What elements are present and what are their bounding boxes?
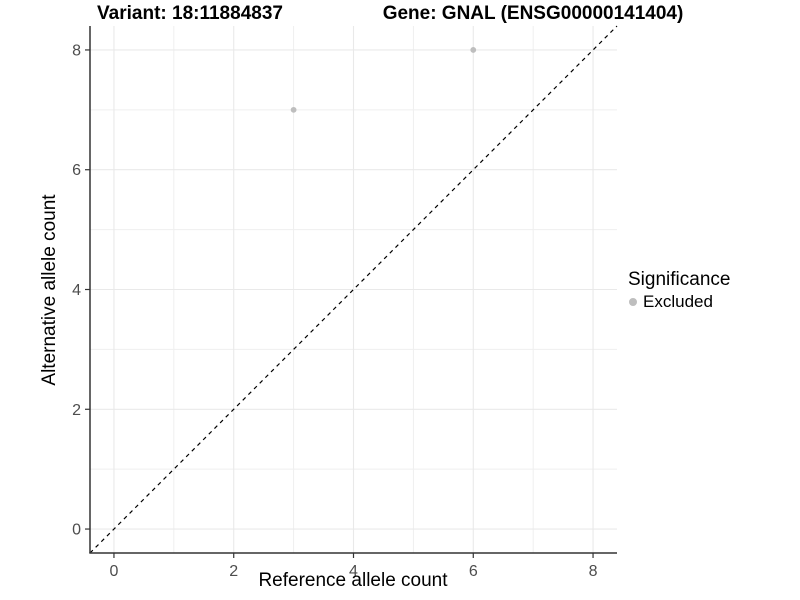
x-axis-title: Reference allele count: [258, 570, 448, 591]
x-tick-label: 6: [469, 563, 478, 580]
y-tick-label: 0: [72, 522, 81, 539]
data-point: [290, 106, 297, 113]
y-tick-label: 4: [72, 282, 81, 299]
legend-title: Significance: [628, 269, 731, 290]
legend-entry-excluded: Excluded: [629, 292, 730, 312]
y-tick-label: 2: [72, 402, 81, 419]
x-tick-label: 2: [229, 563, 238, 580]
plot-title-variant: Variant: 18:11884837: [97, 3, 283, 24]
x-tick-label: 0: [110, 563, 119, 580]
legend-entry-label: Excluded: [643, 292, 713, 311]
x-tick-label: 4: [349, 563, 358, 580]
y-tick-label: 8: [72, 42, 81, 59]
legend-point-icon: [629, 298, 637, 306]
data-point: [470, 47, 477, 53]
y-axis-title: Alternative allele count: [39, 194, 60, 386]
plot-title-gene: Gene: GNAL (ENSG00000141404): [382, 3, 684, 24]
y-tick-label: 6: [72, 162, 81, 179]
x-tick-label: 8: [589, 563, 598, 580]
legend: Significance Excluded: [628, 269, 730, 312]
